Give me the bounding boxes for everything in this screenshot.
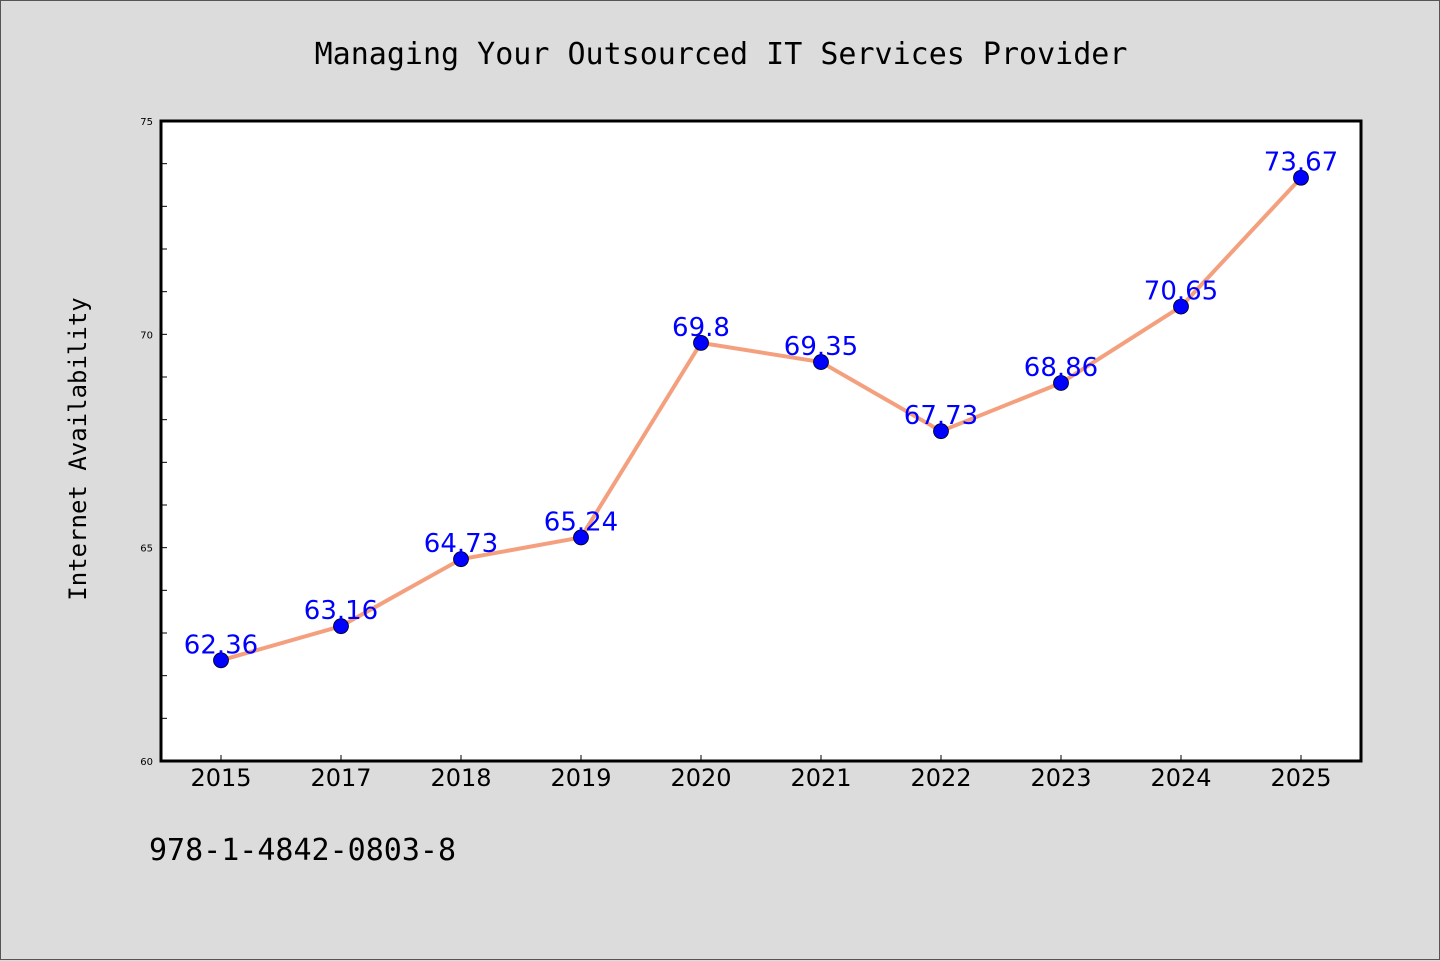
x-tick-label: 2023 xyxy=(1030,764,1091,792)
x-tick-label: 2021 xyxy=(790,764,851,792)
series-line-group xyxy=(219,175,1303,663)
chart-title: Managing Your Outsourced IT Services Pro… xyxy=(315,37,1128,72)
x-tick-label: 2022 xyxy=(910,764,971,792)
data-point-label: 68.86 xyxy=(1024,353,1098,383)
series-line xyxy=(219,175,1303,663)
plot-area xyxy=(159,119,1363,763)
data-point-marker xyxy=(573,529,589,546)
x-tick-label: 2025 xyxy=(1270,764,1331,792)
data-labels-group: 62.36 63.16 64.73 65.24 69.8 69.35 67.73 68.86 7… xyxy=(184,148,1338,661)
data-point-label: 62.36 xyxy=(184,630,258,660)
x-tick-label: 2018 xyxy=(430,764,491,792)
data-point-label: 69.8 xyxy=(672,313,730,343)
isbn-text: 978-1-4842-0803-8 xyxy=(149,833,457,868)
data-point-marker xyxy=(1053,375,1069,391)
x-axis-ticks: 2015 2017 2018 2019 2020 2021 2022 2023 2024 2025 xyxy=(190,755,1332,792)
markers-group xyxy=(213,169,1309,669)
data-point-marker xyxy=(333,618,349,635)
data-point-marker xyxy=(213,652,229,669)
y-axis-ticks: 60 65 70 75 xyxy=(140,117,167,768)
y-tick-label: 60 xyxy=(140,757,153,768)
x-tick-label: 2024 xyxy=(1150,764,1211,792)
data-point-marker xyxy=(1173,298,1189,315)
x-tick-label: 2020 xyxy=(670,764,731,792)
data-point-label: 63.16 xyxy=(304,596,378,626)
data-point-label: 67.73 xyxy=(904,401,978,431)
data-point-marker xyxy=(453,551,469,568)
y-axis-label: Internet Availability xyxy=(64,297,92,600)
x-tick-label: 2019 xyxy=(550,764,611,792)
data-point-marker xyxy=(693,334,709,351)
data-point-label: 64.73 xyxy=(424,529,498,559)
y-tick-label: 70 xyxy=(140,330,153,341)
data-point-marker xyxy=(933,423,949,440)
x-tick-label: 2015 xyxy=(190,764,251,792)
data-point-label: 69.35 xyxy=(784,332,858,362)
y-tick-label: 75 xyxy=(140,117,153,128)
data-point-label: 65.24 xyxy=(544,507,618,537)
data-point-marker xyxy=(1293,169,1309,186)
y-tick-label: 65 xyxy=(140,544,153,555)
x-tick-label: 2017 xyxy=(310,764,371,792)
data-point-marker xyxy=(813,354,829,370)
data-point-label: 70.65 xyxy=(1144,277,1218,307)
data-point-label: 73.67 xyxy=(1264,148,1338,178)
